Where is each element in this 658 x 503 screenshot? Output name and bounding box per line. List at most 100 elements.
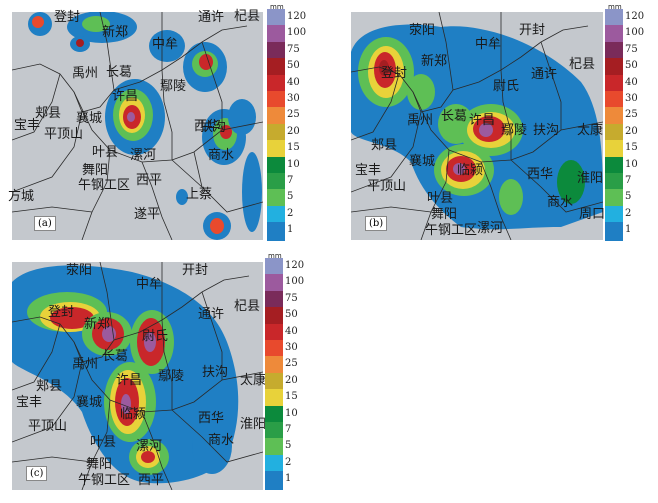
place-name: 漯河 — [130, 148, 157, 163]
county-borders-a — [12, 12, 263, 240]
legend-label: 7 — [625, 175, 632, 186]
legend-row: 75 — [265, 290, 305, 310]
legend-label: 7 — [285, 424, 292, 435]
legend-swatch — [267, 205, 285, 225]
place-name: 上蔡 — [186, 187, 213, 202]
place-name: 襄城 — [76, 395, 103, 410]
county-borders-c — [12, 262, 263, 490]
legend-swatch — [605, 205, 623, 225]
legend-swatch — [605, 41, 623, 61]
legend-swatch — [267, 140, 285, 160]
legend-label: 20 — [625, 125, 638, 137]
legend-row: 5 — [267, 189, 307, 209]
legend-row: 10 — [265, 405, 305, 425]
place-name: 叶县 — [90, 435, 117, 450]
place-name: 通许 — [198, 307, 225, 322]
place-name: 鄢陵 — [501, 123, 528, 138]
place-name: 周口 — [579, 207, 606, 222]
legend-swatch — [267, 58, 285, 78]
legend-row: 1 — [265, 471, 305, 491]
legend-swatch — [265, 323, 283, 343]
place-name: 扶沟 — [202, 365, 229, 380]
place-name: 西华 — [198, 411, 225, 426]
place-name: 西平 — [136, 173, 163, 188]
legend-unit: mm — [608, 3, 622, 11]
legend-row: 40 — [605, 74, 645, 94]
legend-swatch — [605, 9, 623, 28]
place-name: 宝丰 — [355, 163, 382, 178]
legend-swatch — [265, 422, 283, 441]
panel-b: 荥阳 开封 中牟 新郑 登封 尉氏 通许 杞县 禹州 长葛 许昌 鄢陵 扶沟 太… — [351, 12, 646, 244]
legend-label: 75 — [285, 292, 298, 304]
legend-row: 2 — [267, 205, 307, 225]
rain-area-b — [351, 24, 603, 230]
place-name: 登封 — [54, 10, 81, 25]
place-name: 许昌 — [112, 89, 139, 104]
place-name: 长葛 — [106, 65, 133, 80]
place-name: 荥阳 — [409, 23, 436, 38]
panel-label-c: (c) — [26, 466, 48, 481]
legend-row: 1 — [267, 222, 307, 242]
legend-row: 120 — [265, 258, 305, 277]
place-name: 杞县 — [234, 299, 261, 314]
legend-swatch — [267, 189, 285, 209]
legend-swatch — [605, 107, 623, 127]
legend-label: 2 — [287, 207, 294, 219]
place-name: 午钢工区 — [425, 223, 478, 238]
place-name: 平顶山 — [367, 179, 407, 194]
place-name: 平顶山 — [28, 419, 68, 434]
place-name: 扶沟 — [533, 123, 560, 138]
place-name: 开封 — [519, 23, 546, 38]
place-name: 郏县 — [35, 106, 62, 121]
place-name: 午钢工区 — [78, 178, 131, 193]
legend-label: 25 — [285, 358, 298, 370]
place-name: 西华 — [194, 119, 221, 134]
legend-label: 50 — [625, 60, 638, 72]
legend-label: 40 — [285, 325, 298, 337]
legend-label: 10 — [285, 407, 298, 419]
legend-swatch — [267, 222, 285, 242]
legend-label: 5 — [625, 191, 632, 203]
legend-row: 10 — [605, 156, 645, 176]
place-name: 荥阳 — [66, 263, 93, 278]
place-name: 郏县 — [36, 379, 63, 394]
legend-row: 75 — [605, 41, 645, 61]
place-name: 临颍 — [120, 407, 147, 422]
legend-label: 10 — [625, 158, 638, 170]
legend-swatch — [267, 9, 285, 28]
legend-row: 50 — [265, 307, 305, 327]
legend-swatch — [605, 222, 623, 242]
legend-swatch — [605, 58, 623, 78]
place-name: 淮阳 — [577, 171, 604, 186]
legend-swatch — [265, 307, 283, 327]
legend-label: 30 — [287, 93, 300, 104]
legend-row: 100 — [605, 25, 645, 45]
legend-swatch — [265, 290, 283, 310]
place-name: 开封 — [182, 263, 209, 278]
legend-row: 20 — [267, 123, 307, 143]
legend-swatch — [605, 25, 623, 45]
legend-row: 20 — [265, 372, 305, 392]
legend-swatch — [265, 471, 283, 491]
legend-label: 120 — [287, 11, 307, 22]
precip-map-b — [351, 12, 603, 240]
legend-label: 5 — [285, 440, 292, 452]
place-name: 漯河 — [136, 439, 163, 454]
legend-row: 40 — [267, 74, 307, 94]
legend-row: 25 — [605, 107, 645, 127]
precip-map-c — [12, 262, 263, 490]
place-name: 平顶山 — [44, 127, 84, 142]
place-name: 杞县 — [234, 9, 261, 24]
legend-row: 15 — [265, 389, 305, 409]
place-name: 中牟 — [475, 37, 502, 52]
legend-label: 1 — [287, 224, 294, 236]
legend-row: 30 — [605, 91, 645, 110]
place-name: 尉氏 — [493, 79, 520, 94]
legend-label: 20 — [287, 125, 300, 137]
place-name: 鄢陵 — [160, 79, 187, 94]
legend-row: 15 — [267, 140, 307, 160]
legend-row: 100 — [265, 274, 305, 294]
legend-row: 2 — [605, 205, 645, 225]
legend-label: 7 — [287, 175, 294, 186]
legend-row: 100 — [267, 25, 307, 45]
